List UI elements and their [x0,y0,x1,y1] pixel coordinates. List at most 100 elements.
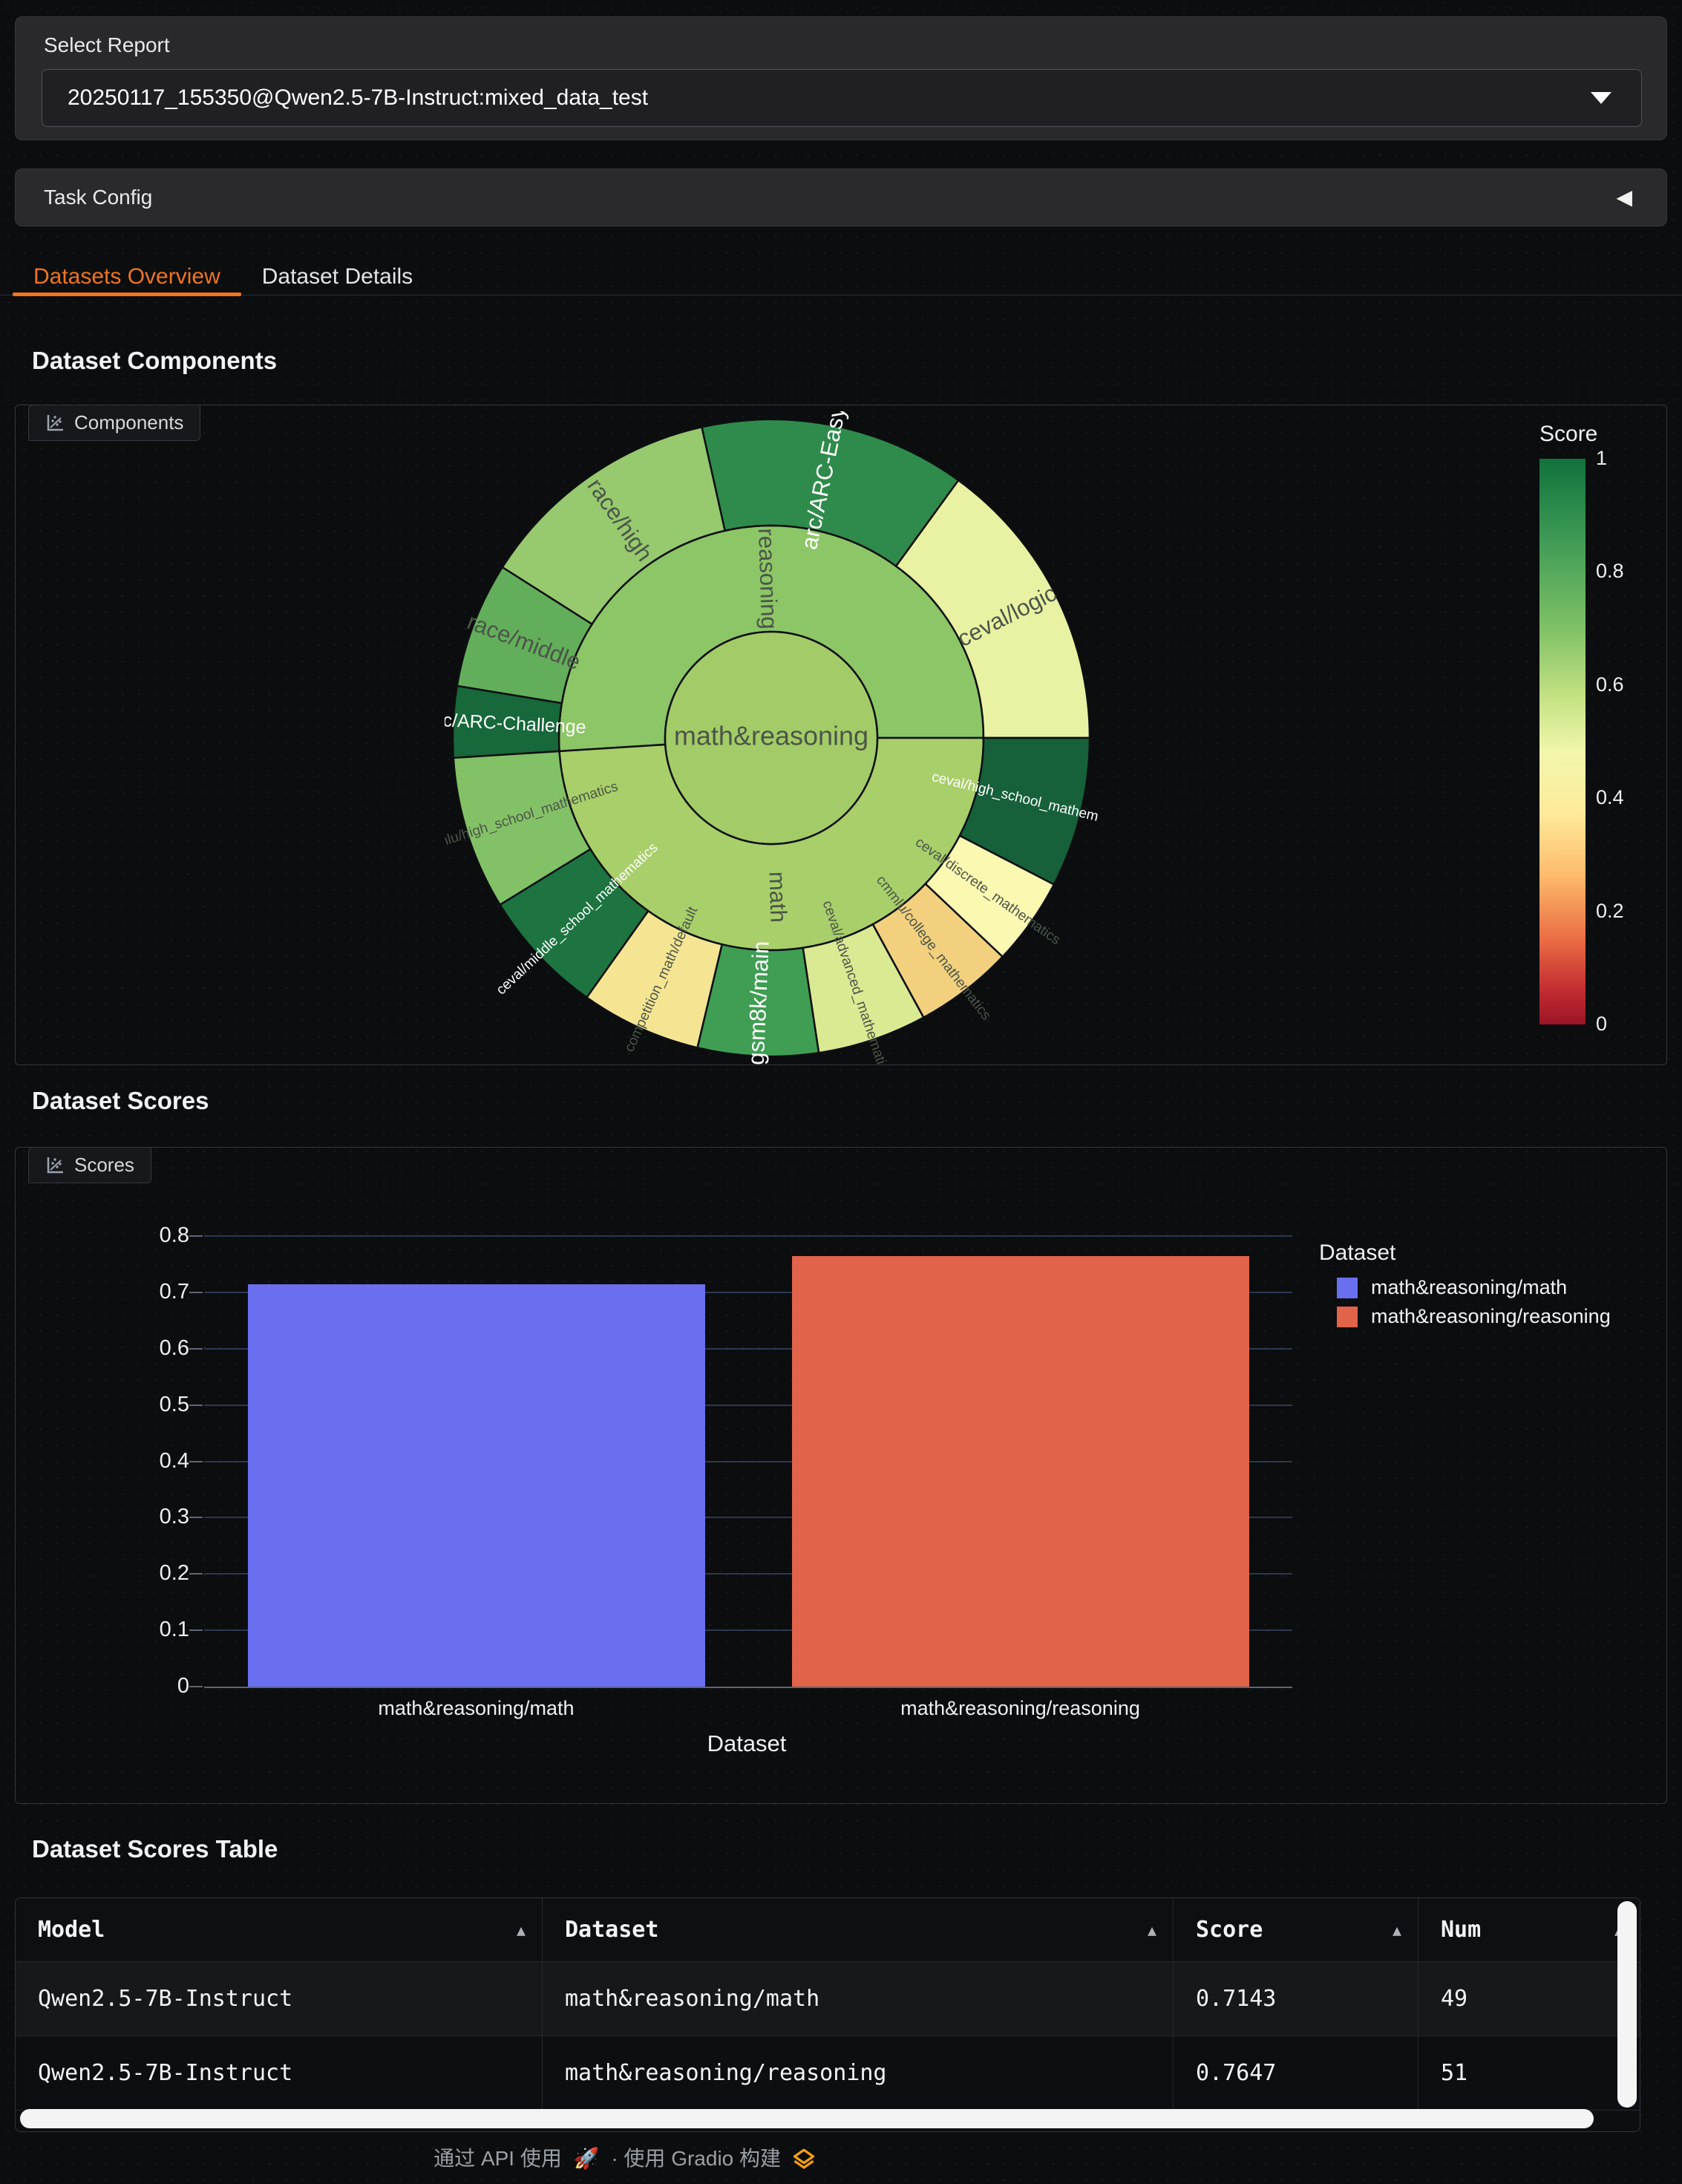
components-section-title: Dataset Components [32,347,278,374]
y-tick-mark [189,1686,203,1687]
y-tick-mark [189,1347,203,1350]
scores-section-title: Dataset Scores [32,1087,209,1114]
components-chip-label: Components [74,411,184,434]
x-tick-label: math&reasoning/math [378,1697,575,1719]
column-header-label: Score [1196,1917,1263,1943]
bar[interactable] [792,1256,1249,1687]
y-tick-mark [189,1404,203,1406]
task-config-label: Task Config [44,186,153,209]
colorbar-tick: 0.6 [1596,673,1624,696]
tab-dataset-details[interactable]: Dataset Details [241,258,433,295]
scores-chart-panel: Scores 0 0.1 0.2 0.3 0.4 0.5 0.6 0.7 0.8 math&rea… [15,1147,1667,1804]
gridline [204,1347,1292,1350]
sort-asc-icon[interactable]: ▲ [516,1920,526,1939]
colorbar-title: Score [1539,422,1598,446]
chart-legend: Dataset math&reasoning/math math&reasoni… [1319,1240,1611,1334]
table-grid: Model ▲ Dataset ▲ Score ▲ Num▲ Qwen2.5-7B-Instr… [16,1898,1640,2111]
table-cell[interactable]: Qwen2.5-7B-Instruct [16,2036,543,2111]
y-tick-label: 0.1 [159,1618,189,1642]
chevron-left-icon: ◀ [1616,186,1632,209]
x-axis-title: Dataset [707,1730,787,1756]
y-tick-mark [189,1235,203,1237]
y-tick-mark [189,1291,203,1293]
y-tick-label: 0.3 [159,1505,189,1529]
y-tick-mark [189,1460,203,1462]
y-tick-label: 0.7 [159,1279,189,1304]
gridline [204,1629,1292,1632]
bar[interactable] [248,1284,705,1687]
table-header-cell[interactable]: Dataset ▲ [543,1898,1174,1962]
sunburst-label: reasoning [753,528,782,630]
gradio-footer: 通过 API 使用 🚀 · 使用 Gradio 构建 [0,2142,1254,2172]
line-chart-icon [47,415,63,431]
sunburst-label: math [764,871,791,923]
x-axis-line [204,1687,1292,1688]
sunburst-chart[interactable]: math&reasoningreasoningmathceval/logicar… [445,411,1098,1065]
rocket-icon: 🚀 [573,2147,600,2170]
gridline [204,1573,1292,1575]
sunburst-segment[interactable] [958,736,1091,886]
table-section-title: Dataset Scores Table [32,1835,278,1863]
report-dropdown-value: 20250117_155350@Qwen2.5-7B-Instruct:mixe… [68,85,649,110]
y-tick-label: 0.4 [159,1448,189,1473]
legend-swatch [1337,1277,1358,1298]
sort-asc-icon[interactable]: ▲ [1147,1920,1156,1939]
x-tick-label: math&reasoning/reasoning [900,1697,1140,1719]
built-with-gradio-link[interactable]: 使用 Gradio 构建 [624,2147,782,2170]
column-header-label: Model [38,1917,105,1943]
sunburst-center[interactable] [664,630,879,846]
y-tick-label: 0.2 [159,1561,189,1586]
table-vertical-scrollbar[interactable] [1617,1901,1637,2108]
scores-chip-label: Scores [74,1154,134,1176]
components-chart-panel: Components math&reasoning reasoning math ce… [15,405,1667,1065]
legend-swatch [1337,1306,1358,1327]
table-cell[interactable]: math&reasoning/math [543,1962,1174,2036]
y-tick-label: 0.6 [159,1335,189,1360]
tab-datasets-overview[interactable]: Datasets Overview [13,258,241,296]
tab-label: Dataset Details [261,264,413,289]
line-chart-icon [47,1157,63,1174]
table-cell[interactable]: Qwen2.5-7B-Instruct [16,1962,543,2036]
scores-chip[interactable]: Scores [28,1147,151,1183]
legend-label: math&reasoning/reasoning [1371,1305,1611,1327]
report-dropdown[interactable]: 20250117_155350@Qwen2.5-7B-Instruct:mixe… [42,69,1642,127]
table-header-cell[interactable]: Model ▲ [16,1898,543,1962]
table-cell[interactable]: 0.7647 [1174,2036,1418,2111]
y-tick-mark [189,1573,203,1575]
table-horizontal-scrollbar[interactable] [20,2109,1594,2128]
tab-label: Datasets Overview [33,264,220,289]
colorbar-tick: 1 [1596,447,1608,469]
y-tick-mark [189,1517,203,1519]
table-cell[interactable]: 51 [1418,2036,1640,2111]
report-selector-panel: Select Report 20250117_155350@Qwen2.5-7B… [15,16,1667,140]
table-header-cell[interactable]: Score ▲ [1174,1898,1418,1962]
use-via-api-link[interactable]: 通过 API 使用 [433,2147,562,2170]
gridline [204,1460,1292,1462]
colorbar-tick: 0.4 [1596,786,1624,809]
column-header-label: Dataset [565,1917,659,1943]
components-chip[interactable]: Components [28,405,201,441]
y-tick-label: 0.5 [159,1392,189,1416]
y-tick-label: 0.8 [159,1223,189,1247]
colorbar-tick: 0 [1596,1013,1608,1035]
table-cell[interactable]: math&reasoning/reasoning [543,2036,1174,2111]
select-report-label: Select Report [44,33,170,56]
score-colorbar [1539,459,1586,1024]
legend-entry[interactable]: math&reasoning/reasoning [1337,1305,1611,1328]
gridline [204,1235,1292,1237]
sunburst-center-label: math&reasoning [674,721,868,751]
table-header-cell[interactable]: Num▲ [1418,1898,1640,1962]
table-cell[interactable]: 0.7143 [1174,1962,1418,2036]
sort-asc-icon[interactable]: ▲ [1392,1920,1401,1939]
tab-bar: Datasets Overview Dataset Details [0,258,1682,296]
task-config-accordion[interactable]: Task Config ◀ [15,169,1667,226]
legend-entry[interactable]: math&reasoning/math [1337,1276,1611,1299]
scores-table: Model ▲ Dataset ▲ Score ▲ Num▲ Qwen2.5-7B-Instr… [15,1897,1640,2132]
chevron-down-icon[interactable] [1591,92,1611,104]
legend-label: math&reasoning/math [1371,1276,1568,1298]
table-cell[interactable]: 49 [1418,1962,1640,2036]
gridline [204,1291,1292,1293]
y-tick-mark [189,1629,203,1632]
column-header-label: Num [1441,1917,1482,1943]
